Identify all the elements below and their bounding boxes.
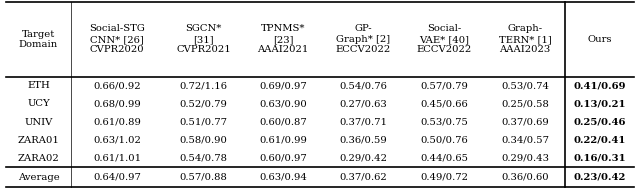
Text: 0.29/0.43: 0.29/0.43	[501, 154, 549, 163]
Text: 0.52/0.79: 0.52/0.79	[180, 99, 228, 108]
Text: 0.63/0.94: 0.63/0.94	[259, 173, 307, 182]
Text: 0.64/0.97: 0.64/0.97	[93, 173, 141, 182]
Text: 0.16/0.31: 0.16/0.31	[573, 154, 626, 163]
Text: 0.44/0.65: 0.44/0.65	[420, 154, 468, 163]
Text: 0.25/0.46: 0.25/0.46	[573, 118, 626, 127]
Text: 0.63/1.02: 0.63/1.02	[93, 136, 141, 145]
Text: 0.54/0.78: 0.54/0.78	[180, 154, 228, 163]
Text: 0.54/0.76: 0.54/0.76	[339, 81, 387, 90]
Text: 0.51/0.77: 0.51/0.77	[180, 118, 228, 127]
Text: 0.34/0.57: 0.34/0.57	[501, 136, 549, 145]
Text: GP-
Graph* [2]
ECCV2022: GP- Graph* [2] ECCV2022	[335, 24, 391, 54]
Text: 0.25/0.58: 0.25/0.58	[501, 99, 549, 108]
Text: TPNMS*
[23]
AAAI2021: TPNMS* [23] AAAI2021	[257, 24, 308, 54]
Text: 0.61/0.89: 0.61/0.89	[93, 118, 141, 127]
Text: 0.13/0.21: 0.13/0.21	[573, 99, 626, 108]
Text: 0.57/0.88: 0.57/0.88	[180, 173, 228, 182]
Text: 0.61/0.99: 0.61/0.99	[259, 136, 307, 145]
Text: 0.27/0.63: 0.27/0.63	[339, 99, 387, 108]
Text: 0.60/0.97: 0.60/0.97	[259, 154, 307, 163]
Text: ZARA01: ZARA01	[17, 136, 60, 145]
Text: 0.61/1.01: 0.61/1.01	[93, 154, 141, 163]
Text: 0.60/0.87: 0.60/0.87	[259, 118, 307, 127]
Text: 0.57/0.79: 0.57/0.79	[420, 81, 468, 90]
Text: 0.53/0.74: 0.53/0.74	[501, 81, 549, 90]
Text: 0.68/0.99: 0.68/0.99	[93, 99, 141, 108]
Text: ZARA02: ZARA02	[17, 154, 60, 163]
Text: Target
Domain: Target Domain	[19, 30, 58, 49]
Text: SGCN*
[31]
CVPR2021: SGCN* [31] CVPR2021	[176, 24, 231, 54]
Text: 0.29/0.42: 0.29/0.42	[339, 154, 387, 163]
Text: ETH: ETH	[27, 81, 50, 90]
Text: Average: Average	[17, 173, 60, 182]
Text: 0.72/1.16: 0.72/1.16	[180, 81, 228, 90]
Text: 0.37/0.69: 0.37/0.69	[501, 118, 548, 127]
Text: 0.22/0.41: 0.22/0.41	[573, 136, 626, 145]
Text: 0.41/0.69: 0.41/0.69	[573, 81, 626, 90]
Text: 0.66/0.92: 0.66/0.92	[93, 81, 141, 90]
Text: Graph-
TERN* [1]
AAAI2023: Graph- TERN* [1] AAAI2023	[499, 24, 551, 54]
Text: UCY: UCY	[27, 99, 50, 108]
Text: 0.36/0.60: 0.36/0.60	[501, 173, 548, 182]
Text: UNIV: UNIV	[24, 118, 52, 127]
Text: 0.58/0.90: 0.58/0.90	[180, 136, 228, 145]
Text: Ours: Ours	[588, 35, 612, 44]
Text: 0.63/0.90: 0.63/0.90	[259, 99, 307, 108]
Text: Social-
VAE* [40]
ECCV2022: Social- VAE* [40] ECCV2022	[417, 24, 472, 54]
Text: 0.36/0.59: 0.36/0.59	[339, 136, 387, 145]
Text: 0.50/0.76: 0.50/0.76	[420, 136, 468, 145]
Text: 0.45/0.66: 0.45/0.66	[420, 99, 468, 108]
Text: 0.37/0.62: 0.37/0.62	[339, 173, 387, 182]
Text: 0.53/0.75: 0.53/0.75	[420, 118, 468, 127]
Text: Social-STG
CNN* [26]
CVPR2020: Social-STG CNN* [26] CVPR2020	[89, 24, 145, 54]
Text: 0.69/0.97: 0.69/0.97	[259, 81, 307, 90]
Text: 0.23/0.42: 0.23/0.42	[573, 173, 626, 182]
Text: 0.49/0.72: 0.49/0.72	[420, 173, 468, 182]
Text: 0.37/0.71: 0.37/0.71	[339, 118, 387, 127]
